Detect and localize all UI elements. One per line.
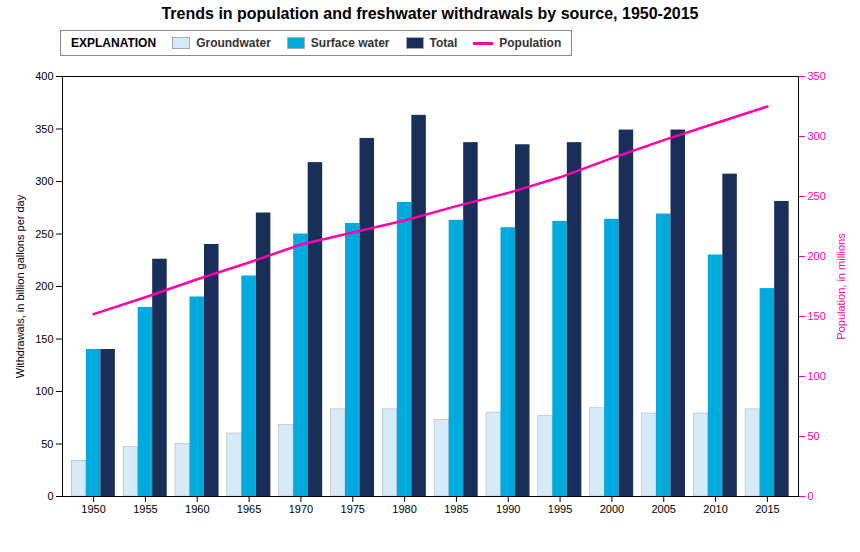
html-text:Total: Total [429, 36, 458, 50]
html-text:Surface water: Surface water [310, 36, 390, 50]
svg-text:350: 350 [35, 123, 53, 135]
svg-text:0: 0 [47, 490, 53, 502]
svg-text:1950: 1950 [81, 503, 105, 515]
svg-text:1960: 1960 [185, 503, 209, 515]
svg-text:1995: 1995 [548, 503, 572, 515]
svg-text:100: 100 [808, 370, 826, 382]
svg-text:0: 0 [808, 490, 814, 502]
svg-text:2005: 2005 [651, 503, 675, 515]
svg-text:Withdrawals, in billion gallon: Withdrawals, in billion gallons per day [14, 194, 26, 378]
svg-text:150: 150 [35, 333, 53, 345]
svg-text:200: 200 [35, 280, 53, 292]
html-text:Trends in population and fresh: Trends in population and freshwater with… [161, 5, 699, 22]
svg-text:100: 100 [35, 385, 53, 397]
svg-text:2010: 2010 [703, 503, 727, 515]
svg-text:Population, in millions: Population, in millions [835, 233, 847, 340]
svg-text:150: 150 [808, 310, 826, 322]
svg-text:300: 300 [808, 130, 826, 142]
html-text:Population: Population [499, 36, 562, 50]
html-text:Groundwater: Groundwater [196, 36, 271, 50]
svg-text:1980: 1980 [392, 503, 416, 515]
svg-text:1970: 1970 [289, 503, 313, 515]
svg-text:1985: 1985 [444, 503, 468, 515]
svg-text:2015: 2015 [755, 503, 779, 515]
svg-text:250: 250 [35, 228, 53, 240]
svg-text:50: 50 [808, 430, 820, 442]
svg-text:50: 50 [41, 438, 53, 450]
svg-text:1955: 1955 [133, 503, 157, 515]
svg-text:1965: 1965 [237, 503, 261, 515]
svg-text:400: 400 [35, 70, 53, 82]
svg-text:300: 300 [35, 175, 53, 187]
svg-text:250: 250 [808, 190, 826, 202]
svg-text:1990: 1990 [496, 503, 520, 515]
html-text:EXPLANATION: EXPLANATION [71, 36, 157, 50]
svg-text:350: 350 [808, 70, 826, 82]
svg-text:1975: 1975 [341, 503, 365, 515]
svg-text:200: 200 [808, 250, 826, 262]
svg-text:2000: 2000 [600, 503, 624, 515]
